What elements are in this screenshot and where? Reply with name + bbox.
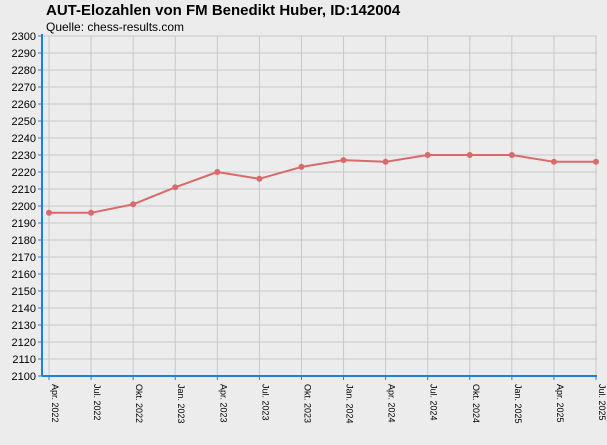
y-tick-label: 2160: [12, 269, 36, 281]
data-point: [508, 152, 515, 158]
x-tick-label: Apr. 2024: [387, 384, 397, 423]
data-point: [172, 184, 179, 191]
x-tick-label: Okt. 2024: [471, 384, 481, 423]
y-tick-label: 2250: [12, 116, 36, 128]
x-tick-label: Apr. 2023: [218, 384, 228, 423]
data-point: [88, 209, 95, 216]
axes: [38, 34, 597, 380]
x-tick-label: Okt. 2022: [134, 384, 144, 423]
y-tick-label: 2290: [12, 48, 36, 60]
y-tick-label: 2230: [12, 150, 36, 162]
y-tick-label: 2170: [12, 252, 36, 264]
y-tick-label: 2140: [12, 303, 36, 315]
x-tick-label: Jan. 2025: [513, 384, 523, 424]
y-tick-label: 2280: [12, 65, 36, 77]
y-tick-label: 2110: [12, 354, 36, 366]
x-tick-labels: Apr. 2022 Jul. 2022 Okt. 2022 Jan. 2023 Apr.…: [50, 384, 607, 424]
data-point: [340, 157, 347, 164]
y-tick-label: 2260: [12, 99, 36, 111]
y-tick-label: 2200: [12, 201, 36, 213]
y-tick-label: 2100: [12, 371, 36, 383]
chart-subtitle: Quelle: chess-results.com: [46, 20, 185, 34]
chart-title: AUT-Elozahlen von FM Benedikt Huber, ID:…: [46, 2, 401, 19]
x-tick-label: Apr. 2025: [555, 384, 565, 423]
y-tick-labels: 2100 2110 2120 2130 2140 2150 2160 2170 2180 2190…: [12, 31, 36, 383]
y-tick-label: 2130: [12, 320, 36, 332]
x-tick-label: Jan. 2023: [176, 384, 186, 424]
x-tick-label: Jul. 2023: [260, 384, 270, 421]
x-tick-label: Apr. 2022: [50, 384, 60, 423]
x-tick-label: Jan. 2024: [345, 384, 355, 424]
data-point: [593, 158, 599, 165]
x-tick-label: Okt. 2023: [302, 384, 312, 423]
data-point: [550, 158, 557, 165]
y-tick-label: 2120: [12, 337, 36, 349]
data-point: [424, 152, 431, 158]
series-rating: [46, 152, 599, 216]
y-tick-label: 2300: [12, 31, 36, 43]
y-tick-label: 2180: [12, 235, 36, 247]
y-tick-label: 2270: [12, 82, 36, 94]
data-point: [214, 169, 221, 175]
series-line: [49, 154, 596, 214]
x-tick-label: Jul. 2022: [92, 384, 102, 421]
x-tick-label: Jul. 2024: [429, 384, 439, 421]
data-point: [298, 163, 305, 170]
y-tick-label: 2190: [12, 218, 36, 230]
y-tick-label: 2220: [12, 167, 36, 179]
data-point: [46, 209, 52, 216]
y-tick-label: 2240: [12, 133, 36, 145]
data-point: [256, 175, 263, 182]
y-tick-label: 2150: [12, 286, 36, 298]
y-tick-label: 2210: [12, 184, 36, 196]
data-point: [130, 201, 137, 208]
data-point: [466, 152, 473, 158]
data-point: [382, 158, 389, 165]
x-tick-label: Jul. 2025: [597, 384, 607, 421]
